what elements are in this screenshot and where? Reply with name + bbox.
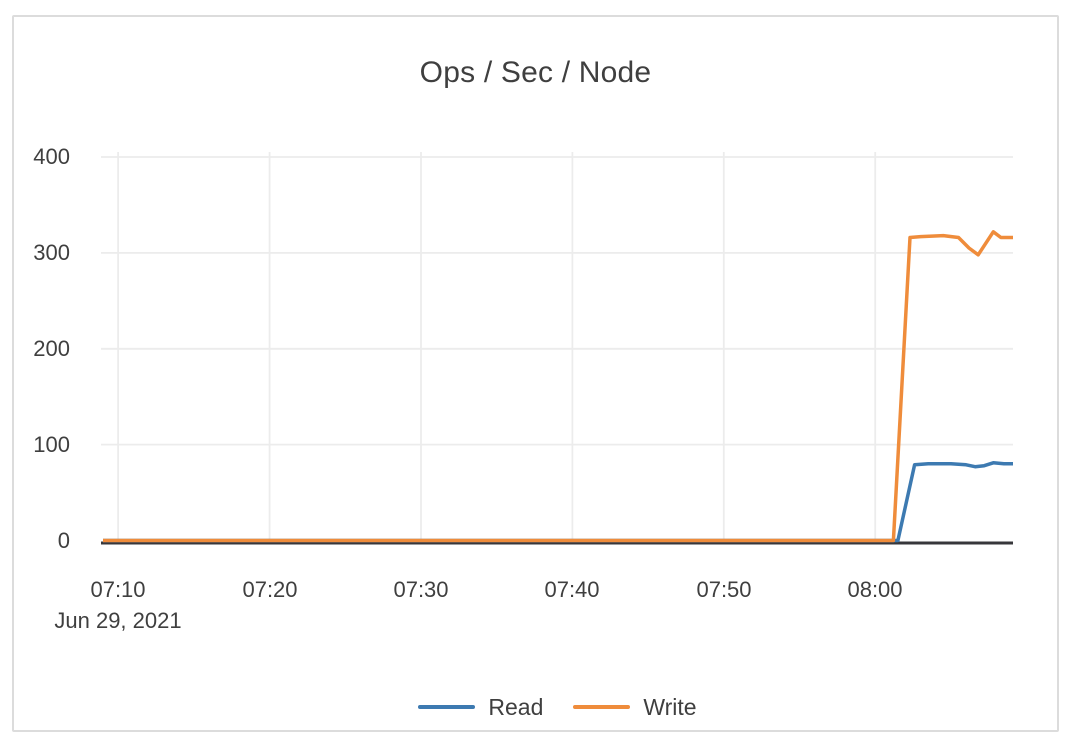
write-series-line[interactable] — [103, 230, 1013, 543]
y-tick-label: 200 — [33, 336, 70, 361]
y-tick-label: 0 — [57, 528, 70, 553]
x-tick-label: 07:40 — [544, 577, 600, 602]
x-tick-label: 07:50 — [696, 577, 752, 602]
x-axis-date-label: Jun 29, 2021 — [54, 608, 182, 633]
y-tick-label: 400 — [33, 144, 70, 169]
write-series-swatch — [573, 704, 631, 710]
horizontal-gridlines — [101, 156, 1013, 446]
x-tick-label: 07:30 — [393, 577, 449, 602]
legend-label-read: Read — [488, 693, 544, 720]
x-tick-label: 07:10 — [90, 577, 146, 602]
read-series-swatch — [418, 704, 476, 710]
y-tick-label: 300 — [33, 240, 70, 265]
y-tick-label: 100 — [33, 432, 70, 457]
legend-item-read[interactable]: Read — [418, 694, 543, 721]
legend-label-write: Write — [643, 693, 697, 720]
x-tick-label: 08:00 — [847, 577, 903, 602]
vertical-gridlines — [117, 152, 877, 543]
chart-card — [12, 15, 1059, 732]
read-series-line[interactable] — [103, 461, 1013, 543]
legend-item-write[interactable]: Write — [573, 693, 697, 721]
legend: Read Write — [102, 690, 1013, 724]
x-tick-label: 07:20 — [242, 577, 298, 602]
x-axis-line — [101, 541, 1013, 545]
chart-title: Ops / Sec / Node — [419, 56, 652, 89]
